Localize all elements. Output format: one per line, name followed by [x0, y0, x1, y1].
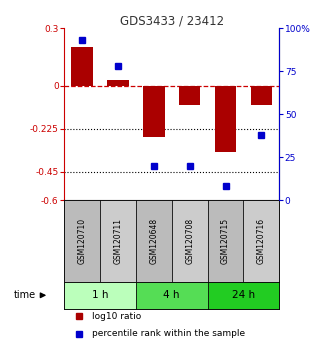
Text: 1 h: 1 h [92, 290, 108, 300]
Text: GSM120711: GSM120711 [113, 218, 123, 264]
Text: log10 ratio: log10 ratio [92, 312, 142, 321]
Text: GSM120715: GSM120715 [221, 218, 230, 264]
Bar [172, 200, 208, 282]
Text: 24 h: 24 h [232, 290, 255, 300]
Bar [251, 86, 272, 105]
Bar [136, 282, 208, 309]
Bar [64, 200, 100, 282]
Bar [71, 47, 93, 86]
Bar [100, 200, 136, 282]
Bar [208, 200, 243, 282]
Text: GSM120716: GSM120716 [257, 218, 266, 264]
Bar [107, 80, 129, 86]
Text: GSM120708: GSM120708 [185, 218, 194, 264]
Bar [64, 282, 136, 309]
Text: GSM120648: GSM120648 [149, 218, 158, 264]
Bar [136, 200, 172, 282]
Text: percentile rank within the sample: percentile rank within the sample [92, 329, 245, 338]
Text: time: time [14, 290, 36, 300]
Bar [208, 282, 279, 309]
Bar [243, 200, 279, 282]
Text: GSM120710: GSM120710 [78, 218, 87, 264]
Bar [215, 86, 236, 153]
Bar [143, 86, 165, 137]
Title: GDS3433 / 23412: GDS3433 / 23412 [120, 14, 224, 27]
Text: 4 h: 4 h [163, 290, 180, 300]
Bar [179, 86, 200, 105]
